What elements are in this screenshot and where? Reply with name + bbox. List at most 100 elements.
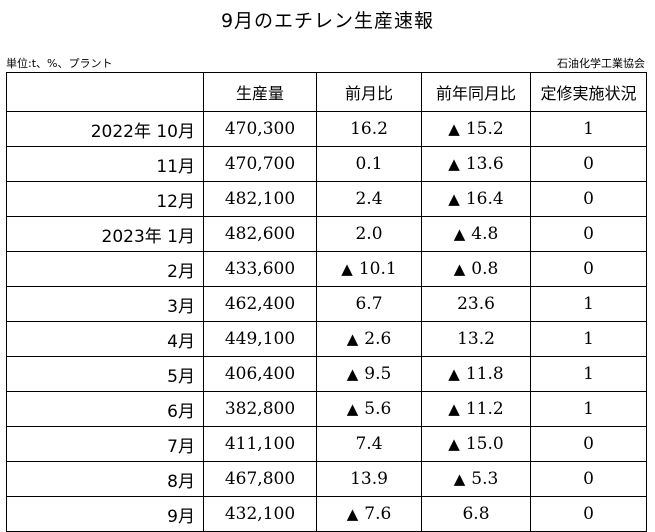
cell-mom-value: 10.1 [358,259,397,279]
cell-mom: ▲ 5.6 [316,391,422,427]
cell-period: 5月 [6,356,204,392]
cell-period: 12月 [6,181,204,217]
cell-revisions: 1 [530,286,647,322]
cell-production: 406,400 [203,356,317,392]
cell-yoy: ▲ 5.3 [421,461,531,497]
table-row: 6月 382,800 ▲ 5.6 ▲ 11.2 1 [6,391,647,427]
cell-production: 382,800 [203,391,317,427]
cell-period: 11月 [6,146,204,182]
cell-mom-value: 2.6 [364,329,392,349]
cell-period: 6月 [6,391,204,427]
unit-label: 単位:t、%、プラント [6,57,113,70]
cell-mom: ▲2.0 [316,216,422,252]
cell-mom-value: 9.5 [364,364,392,384]
cell-yoy: ▲ 0.8 [421,251,531,287]
cell-period: 4月 [6,321,204,357]
cell-revisions: 0 [530,146,647,182]
cell-revisions: 0 [530,216,647,252]
cell-mom-value: 5.6 [364,399,392,419]
cell-revisions: 1 [530,321,647,357]
cell-mom-value: 7.6 [364,504,392,524]
cell-mom: ▲7.4 [316,426,422,462]
cell-period: 2022年 10月 [6,111,204,147]
header-mom: 前月比 [316,72,422,112]
cell-mom: ▲ 2.6 [316,321,422,357]
cell-yoy-value: 4.8 [471,224,499,244]
source-label: 石油化学工業協会 [557,57,645,70]
cell-yoy-value: 15.2 [465,119,504,139]
cell-yoy: ▲13.2 [421,321,531,357]
cell-yoy: ▲ 4.8 [421,216,531,252]
cell-yoy-value: 23.6 [457,294,495,314]
cell-mom: ▲16.2 [316,111,422,147]
cell-mom: ▲13.9 [316,461,422,497]
cell-mom-value: 2.4 [355,189,383,209]
cell-yoy: ▲ 15.0 [421,426,531,462]
cell-period: 3月 [6,286,204,322]
cell-yoy-value: 16.4 [465,189,504,209]
header-period [6,72,204,112]
cell-revisions: 0 [530,181,647,217]
cell-mom-value: 0.1 [355,154,383,174]
cell-production: 482,600 [203,216,317,252]
header-revisions: 定修実施状況 [530,72,647,112]
negative-marker-icon: ▲ [346,330,359,348]
cell-mom: ▲ 7.6 [316,496,422,532]
negative-marker-icon: ▲ [448,400,460,418]
cell-yoy: ▲ 15.2 [421,111,531,147]
cell-revisions: 0 [530,426,647,462]
cell-revisions: 1 [530,391,647,427]
cell-revisions: 1 [530,111,647,147]
negative-marker-icon: ▲ [346,365,359,383]
cell-yoy-value: 15.0 [465,434,504,454]
cell-period: 2023年 1月 [6,216,204,252]
cell-production: 467,800 [203,461,317,497]
cell-production: 470,700 [203,146,317,182]
cell-mom: ▲2.4 [316,181,422,217]
cell-mom-value: 7.4 [355,434,383,454]
cell-period: 8月 [6,461,204,497]
cell-yoy-value: 5.3 [471,469,499,489]
cell-mom-value: 2.0 [355,224,383,244]
header-production: 生産量 [203,72,317,112]
cell-yoy: ▲ 13.6 [421,146,531,182]
cell-revisions: 0 [530,251,647,287]
table-row: 5月 406,400 ▲ 9.5 ▲ 11.8 1 [6,356,647,392]
cell-production: 462,400 [203,286,317,322]
cell-yoy-value: 13.6 [465,154,504,174]
table-header-row: 生産量 前月比 前年同月比 定修実施状況 [6,72,647,112]
negative-marker-icon: ▲ [346,505,359,523]
cell-mom: ▲ 9.5 [316,356,422,392]
negative-marker-icon: ▲ [448,190,460,208]
cell-yoy: ▲ 16.4 [421,181,531,217]
cell-mom: ▲ 10.1 [316,251,422,287]
cell-yoy-value: 6.8 [462,504,490,524]
negative-marker-icon: ▲ [448,365,460,383]
negative-marker-icon: ▲ [448,435,460,453]
cell-yoy-value: 11.8 [465,364,504,384]
cell-revisions: 1 [530,356,647,392]
negative-marker-icon: ▲ [448,120,460,138]
cell-production: 449,100 [203,321,317,357]
cell-yoy: ▲23.6 [421,286,531,322]
cell-yoy: ▲ 11.8 [421,356,531,392]
cell-yoy-value: 0.8 [471,259,499,279]
cell-period: 9月 [6,496,204,532]
cell-yoy-value: 11.2 [465,399,504,419]
table-row: 2月 433,600 ▲ 10.1 ▲ 0.8 0 [6,251,647,287]
cell-period: 2月 [6,251,204,287]
cell-production: 433,600 [203,251,317,287]
negative-marker-icon: ▲ [448,155,460,173]
cell-production: 470,300 [203,111,317,147]
cell-period: 7月 [6,426,204,462]
cell-mom-value: 16.2 [350,119,388,139]
